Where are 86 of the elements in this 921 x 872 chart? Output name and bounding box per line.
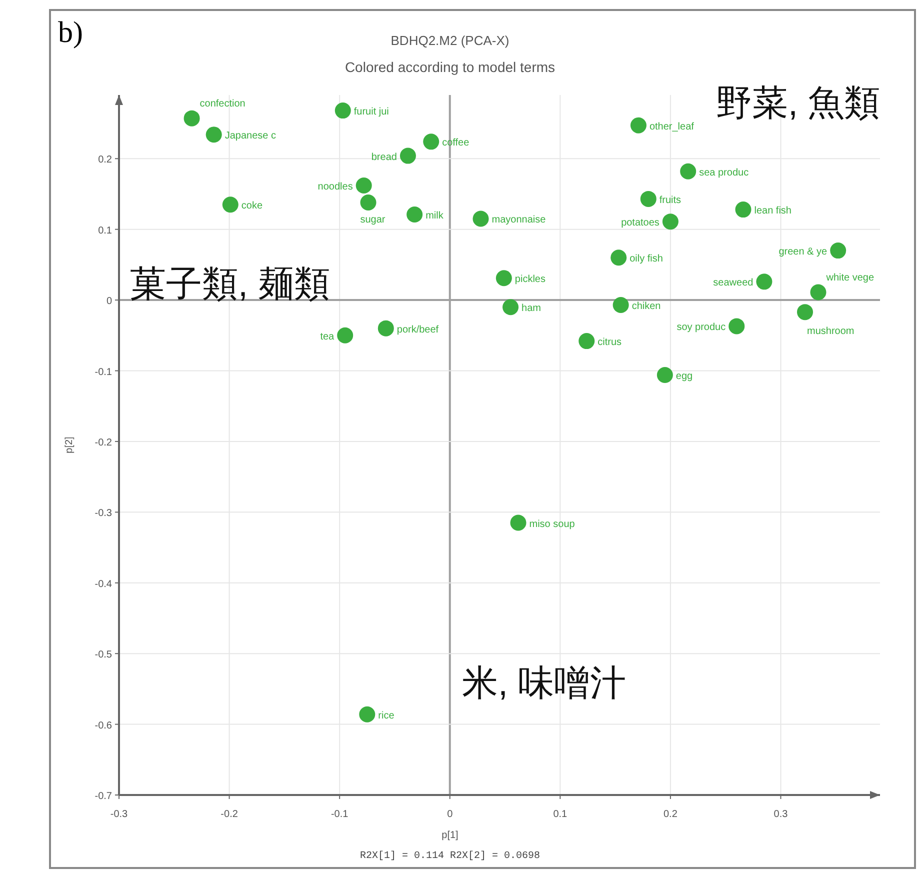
annotation: tea xyxy=(320,331,335,342)
annotation: seaweed xyxy=(713,278,754,289)
x-tick-label: 0.2 xyxy=(663,809,678,820)
point xyxy=(810,284,826,300)
annotation: other_leaf xyxy=(649,121,694,132)
annotation: sea produc xyxy=(699,167,749,178)
annotation: milk xyxy=(426,210,444,222)
annotation: ham xyxy=(522,303,541,314)
y-tick-label: -0.5 xyxy=(94,650,112,661)
annotation: lean fish xyxy=(754,206,792,217)
annotation: soy produc xyxy=(676,322,726,334)
x-tick-label: 0 xyxy=(447,809,454,820)
annotation: chiken xyxy=(632,301,661,312)
point xyxy=(472,210,489,227)
annotation: citrus xyxy=(598,337,622,348)
point xyxy=(359,706,376,722)
annotation: coke xyxy=(241,200,263,212)
point xyxy=(406,206,423,222)
point xyxy=(612,297,629,313)
point xyxy=(222,196,238,213)
chart-title: BDHQ2.M2 (PCA-X) xyxy=(390,33,510,48)
annotation: miso soup xyxy=(529,518,576,530)
y-tick-label: 0.1 xyxy=(98,225,112,236)
point xyxy=(360,194,376,210)
annotation: egg xyxy=(676,371,693,382)
y-axis-title: p[2] xyxy=(64,436,75,454)
point xyxy=(610,250,627,266)
point xyxy=(797,304,814,320)
y-tick-label: -0.3 xyxy=(94,508,112,520)
annotation: confection xyxy=(200,98,246,110)
point xyxy=(680,163,696,180)
x-tick-label: 0.1 xyxy=(553,809,568,820)
annotation: pickles xyxy=(514,274,546,286)
annotation: Japanese c xyxy=(224,130,276,142)
annotation: 米, 味噌汁 xyxy=(462,662,626,703)
x-tick-label: -0.1 xyxy=(330,809,349,820)
annotation: white vege xyxy=(825,272,874,284)
text: b) xyxy=(58,16,83,49)
annotation: pork/beef xyxy=(396,324,439,336)
annotation: coffee xyxy=(442,138,470,149)
point xyxy=(510,514,526,531)
y-tick-label: -0.6 xyxy=(94,720,112,732)
annotation: oily fish xyxy=(630,254,663,265)
y-tick-label: -0.7 xyxy=(94,791,112,802)
annotation: bread xyxy=(371,152,397,163)
annotation: 野菜, 魚類 xyxy=(716,82,880,123)
y-tick-label: -0.4 xyxy=(94,578,112,590)
point xyxy=(337,327,354,344)
point xyxy=(206,126,222,143)
annotation: green & ye xyxy=(778,246,828,258)
annotation: mushroom xyxy=(807,326,854,338)
point xyxy=(496,270,512,286)
point xyxy=(578,333,595,350)
x-tick-label: -0.2 xyxy=(220,809,238,820)
y-tick-label: 0 xyxy=(106,296,112,308)
y-tick-label: -0.1 xyxy=(94,366,112,378)
point xyxy=(662,214,678,230)
point xyxy=(184,110,200,126)
point xyxy=(356,178,372,194)
annotation: sugar xyxy=(360,214,386,226)
annotation: rice xyxy=(378,710,395,722)
x-tick-label: -0.3 xyxy=(110,809,128,820)
point xyxy=(502,299,519,316)
annotation: potatoes xyxy=(621,218,660,229)
chart-subtitle: Colored according to model terms xyxy=(344,59,556,75)
annotation: noodles xyxy=(318,182,353,193)
point xyxy=(656,367,673,383)
point xyxy=(630,117,646,134)
point xyxy=(378,320,394,336)
x-tick-label: 0.3 xyxy=(774,809,788,820)
point xyxy=(334,102,351,119)
point xyxy=(830,242,846,259)
point xyxy=(400,148,416,164)
point xyxy=(423,134,440,150)
y-tick-label: -0.2 xyxy=(94,437,112,448)
y-tick-label: 0.2 xyxy=(98,154,112,166)
point xyxy=(640,190,656,207)
annotation: 菓子類, 麺類 xyxy=(130,263,330,304)
point xyxy=(735,202,752,218)
text: R2X[1] = 0.114 R2X[2] = 0.0698 xyxy=(360,850,540,862)
annotation: fruits xyxy=(659,194,682,206)
annotation: furuit jui xyxy=(354,106,389,118)
annotation: mayonnaise xyxy=(492,214,546,226)
point xyxy=(728,318,745,334)
x-axis-title: p[1] xyxy=(442,830,459,841)
point xyxy=(756,274,772,290)
